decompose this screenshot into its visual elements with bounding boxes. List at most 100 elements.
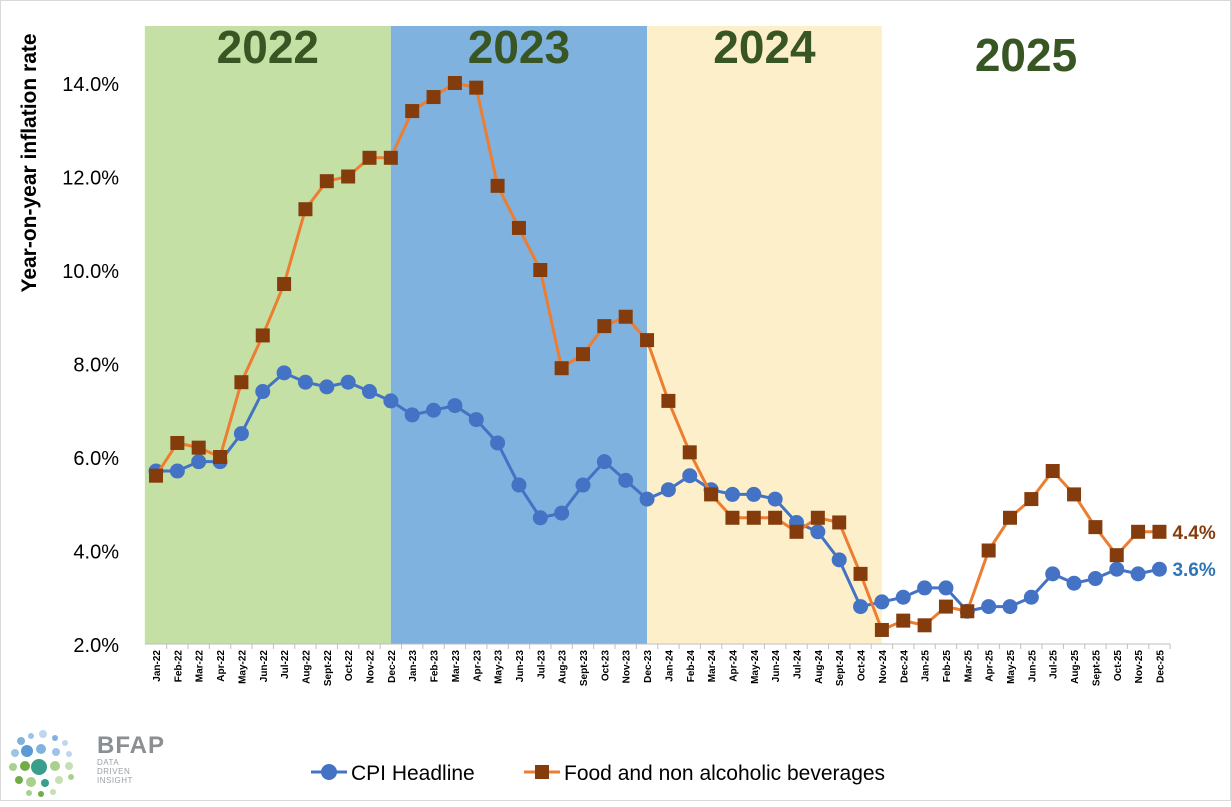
logo-dot	[15, 776, 23, 784]
logo-name: BFAP	[97, 732, 166, 759]
data-point	[1067, 487, 1082, 502]
data-point	[533, 263, 548, 277]
data-point	[511, 220, 526, 235]
year-band-2024	[647, 26, 882, 644]
data-point	[832, 515, 847, 530]
legend: CPI Headline Food and non alcoholic bever…	[311, 762, 885, 785]
x-tick-label: Mar-22	[195, 650, 206, 683]
data-point	[554, 505, 570, 521]
data-point	[853, 599, 869, 615]
year-band-2023	[390, 26, 648, 644]
x-tick-label: Aug-22	[301, 650, 312, 684]
logo-dot	[52, 748, 60, 756]
x-tick-label: Jan-22	[152, 650, 163, 682]
data-point	[1045, 464, 1060, 479]
data-point	[1087, 571, 1103, 587]
data-point	[383, 150, 398, 165]
data-point	[447, 76, 462, 90]
data-point	[1024, 492, 1039, 507]
data-point	[1130, 566, 1146, 582]
data-point	[768, 510, 783, 525]
data-point	[1109, 561, 1125, 577]
y-axis-label: Year-on-year inflation rate	[18, 33, 41, 292]
data-point	[938, 599, 953, 614]
x-tick-label: Dec-25	[1155, 650, 1166, 683]
x-tick-label: Jan-23	[408, 650, 419, 682]
data-point	[917, 618, 932, 633]
series-layer: 3.6% 4.4%	[148, 76, 1216, 637]
data-point	[682, 468, 698, 484]
data-point	[895, 589, 911, 605]
series-cpi-headline: 3.6%	[148, 365, 1216, 619]
x-tick-label: Feb-25	[942, 650, 953, 683]
data-point	[596, 454, 612, 470]
data-point	[298, 202, 313, 217]
y-tick-label: 12.0%	[62, 168, 119, 190]
y-tick-label: 4.0%	[73, 542, 119, 564]
y-tick-label: 14.0%	[62, 74, 119, 96]
x-tick-label: Dec-22	[387, 650, 398, 683]
year-label-2023: 2023	[468, 21, 570, 73]
data-point	[233, 426, 249, 442]
x-tick-label: Oct-22	[344, 650, 355, 682]
data-point	[746, 510, 761, 525]
data-point	[1152, 524, 1167, 539]
data-point	[276, 365, 292, 381]
x-tick-label: Sept-25	[1091, 650, 1102, 687]
data-point	[340, 374, 356, 390]
data-point	[149, 468, 163, 483]
x-tick-label: Nov-24	[878, 650, 889, 684]
data-point	[874, 622, 889, 637]
bfap-logo-text: BFAP DATA DRIVEN INSIGHT	[97, 732, 166, 786]
data-point	[981, 543, 996, 558]
logo-tagline-2: DRIVEN	[97, 767, 131, 776]
data-point	[618, 309, 633, 324]
data-point	[554, 361, 569, 376]
data-point	[1045, 566, 1061, 582]
y-tick-label: 6.0%	[73, 448, 119, 470]
logo-dot	[21, 745, 33, 757]
data-point	[468, 412, 484, 428]
x-tick-label: Sept-24	[835, 650, 846, 687]
legend-marker-circle	[321, 764, 337, 780]
data-point	[874, 594, 890, 610]
data-point	[426, 90, 441, 105]
data-point	[1003, 510, 1017, 525]
logo-dot	[39, 730, 47, 738]
data-point	[831, 552, 847, 568]
data-point	[255, 384, 271, 400]
x-tick-label: Aug-24	[814, 650, 825, 684]
year-label-2022: 2022	[217, 21, 319, 73]
data-point	[661, 393, 676, 408]
data-point	[639, 491, 655, 507]
x-tick-label: Aug-23	[558, 650, 569, 684]
logo-dot	[41, 779, 49, 787]
data-point	[896, 613, 911, 628]
x-tick-label: Feb-24	[686, 650, 697, 683]
x-tick-label: Oct-25	[1113, 650, 1124, 682]
data-point	[383, 393, 399, 409]
logo-dot	[68, 774, 74, 780]
data-point	[319, 174, 334, 189]
data-point	[362, 384, 377, 400]
x-tick-label: Sept-22	[323, 650, 334, 687]
x-tick-label: Jun-23	[515, 650, 526, 683]
x-tick-label: Feb-22	[173, 650, 184, 683]
x-tick-label: Apr-23	[472, 650, 483, 682]
logo-dot	[26, 790, 32, 796]
x-tick-label: May-25	[1006, 650, 1017, 684]
data-point	[234, 375, 249, 390]
logo-dot	[20, 761, 30, 771]
legend-item-cpi-headline: CPI Headline	[311, 762, 475, 785]
x-tick-label: Jul-23	[536, 650, 547, 679]
data-point	[575, 477, 591, 493]
legend-item-food-beverages: Food and non alcoholic beverages	[524, 762, 885, 785]
data-point	[469, 80, 484, 95]
x-tick-label: May-24	[750, 650, 761, 684]
data-point	[724, 486, 740, 502]
legend-label: Food and non alcoholic beverages	[564, 762, 885, 785]
data-point	[1066, 575, 1082, 591]
x-tick-label: Jul-22	[280, 650, 291, 679]
